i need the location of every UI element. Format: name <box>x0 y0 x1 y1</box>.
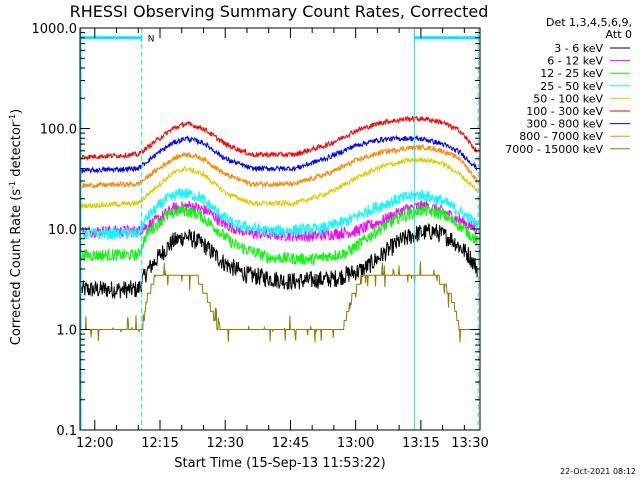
axes-layer: 0.1 1.0 10.0 100.0 1000.0 12:00 12:15 12:30 12:4… <box>32 22 489 451</box>
y-tick-label-1: 0.1 <box>56 424 77 439</box>
legend-label-1: 3 - 6 keV <box>554 42 603 55</box>
series-line-4 <box>81 188 478 240</box>
legend-label-7: 300 - 800 keV <box>526 118 603 131</box>
series-line-8 <box>81 143 478 189</box>
series-line-3 <box>81 203 478 266</box>
x-tick-label-5: 13:00 <box>337 436 374 451</box>
legend-label-4: 25 - 50 keV <box>540 80 603 93</box>
x-axis-label: Start Time (15-Sep-13 11:53:22) <box>174 456 385 471</box>
series-line-1 <box>81 223 478 299</box>
series-line-9 <box>81 260 478 343</box>
y-tick-label-2: 1.0 <box>56 324 77 339</box>
legend-label-2: 6 - 12 keV <box>547 55 603 68</box>
legend-label-8: 800 - 7000 keV <box>519 130 603 143</box>
y-axis-label: Corrected Count Rate (s-1 detector-1) <box>8 109 24 345</box>
x-tick-label-2: 12:15 <box>141 436 178 451</box>
legend-label-6: 100 - 300 keV <box>526 105 603 118</box>
y-tick-label-3: 10.0 <box>48 223 77 238</box>
y-tick-label-5: 1000.0 <box>32 22 78 37</box>
x-tick-label-6: 13:15 <box>402 436 439 451</box>
plot-layer: N <box>79 28 479 430</box>
x-tick-label-1: 12:00 <box>76 436 113 451</box>
series-line-5 <box>81 156 478 210</box>
x-tick-label-4: 12:45 <box>272 436 309 451</box>
x-tick-label-7: 13:30 <box>451 436 488 451</box>
legend-label-5: 50 - 100 keV <box>533 92 603 105</box>
legend-header-1: Det 1,3,4,5,6,9, <box>546 16 632 29</box>
legend-header-2: Att 0 <box>606 28 632 41</box>
legend-label-3: 12 - 25 keV <box>540 67 603 80</box>
legend-label-9: 7000 - 15000 keV <box>505 143 603 156</box>
series-line-6 <box>81 115 478 162</box>
timestamp: 22-Oct-2021 08:12 <box>560 467 636 476</box>
y-tick-label-4: 100.0 <box>40 123 77 138</box>
flag-label-1: N <box>148 35 155 45</box>
series-line-7 <box>81 134 478 175</box>
chart-title: RHESSI Observing Summary Count Rates, Co… <box>70 2 489 21</box>
x-tick-label-3: 12:30 <box>206 436 243 451</box>
